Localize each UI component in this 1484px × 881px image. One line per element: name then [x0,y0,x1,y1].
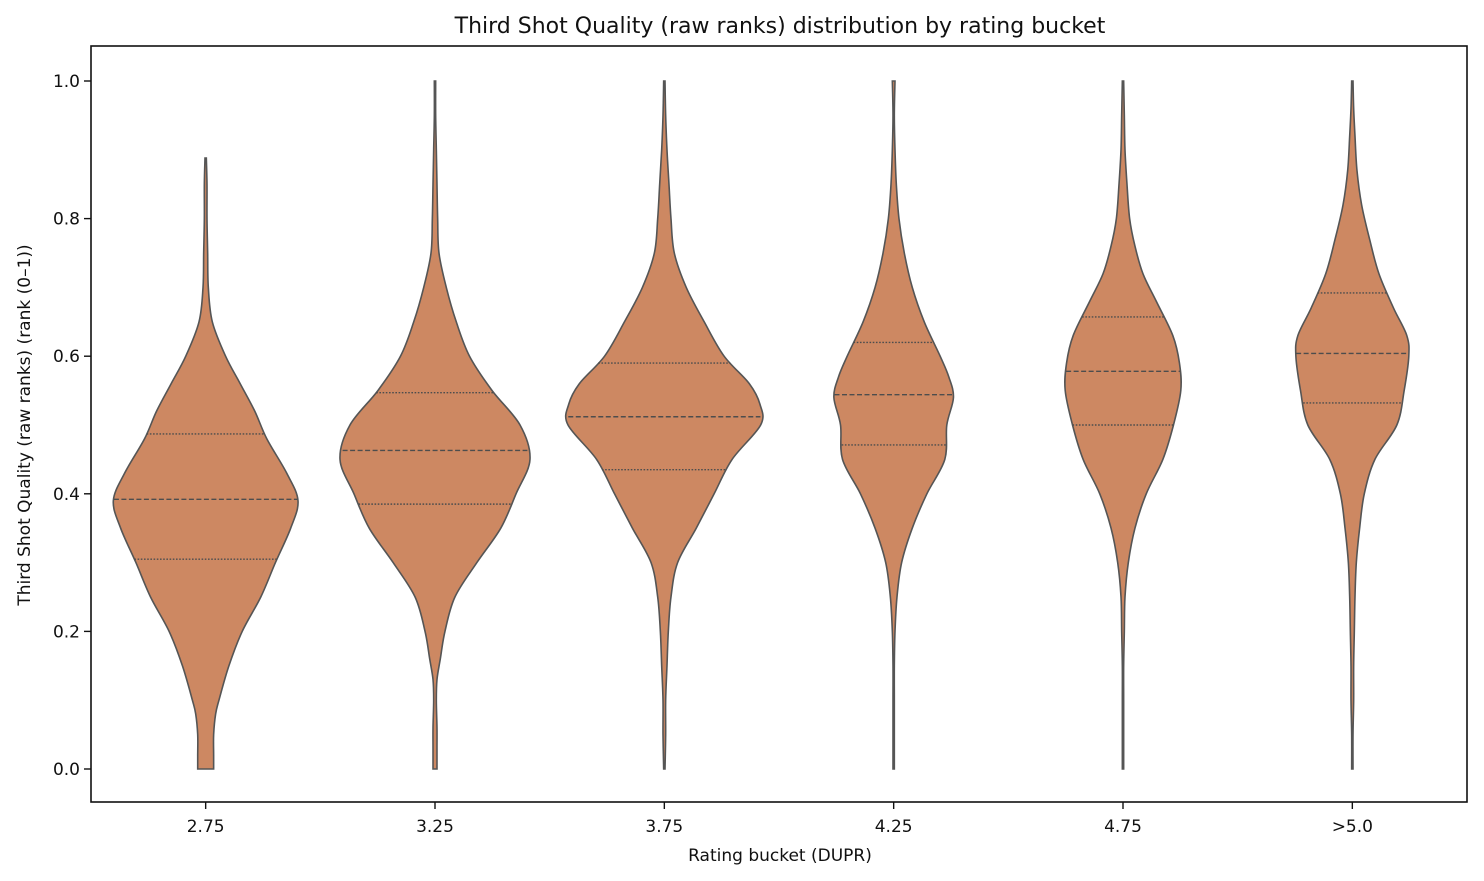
x-tick-label: 4.75 [1104,817,1142,837]
plot-frame [90,45,1468,803]
violin-layer [112,80,1410,770]
chart-title: Third Shot Quality (raw ranks) distribut… [454,14,1106,39]
y-tick-label: 0.0 [53,760,80,780]
x-axis: 2.75 3.25 3.75 4.25 4.75 >5.0 [187,802,1373,837]
x-tick-label: >5.0 [1332,817,1373,837]
violin-1 [112,157,299,770]
y-tick-label: 1.0 [53,72,80,92]
x-tick-label: 4.25 [875,817,913,837]
y-tick-label: 0.8 [53,210,80,230]
x-tick-label: 3.75 [645,817,683,837]
y-axis-label: Third Shot Quality (raw ranks) (rank (0–… [15,244,35,606]
y-tick-label: 0.4 [53,485,80,505]
x-axis-label: Rating bucket (DUPR) [688,846,872,866]
y-tick-label: 0.2 [53,622,80,642]
violin-5 [1064,80,1182,770]
y-axis: 0.0 0.2 0.4 0.6 0.8 1.0 [53,72,91,780]
violin-3 [564,80,764,770]
violin-4 [833,80,955,770]
x-tick-label: 3.25 [416,817,454,837]
violin-6 [1294,80,1410,770]
violin-2 [339,80,531,770]
x-tick-label: 2.75 [187,817,225,837]
y-tick-label: 0.6 [53,347,80,367]
